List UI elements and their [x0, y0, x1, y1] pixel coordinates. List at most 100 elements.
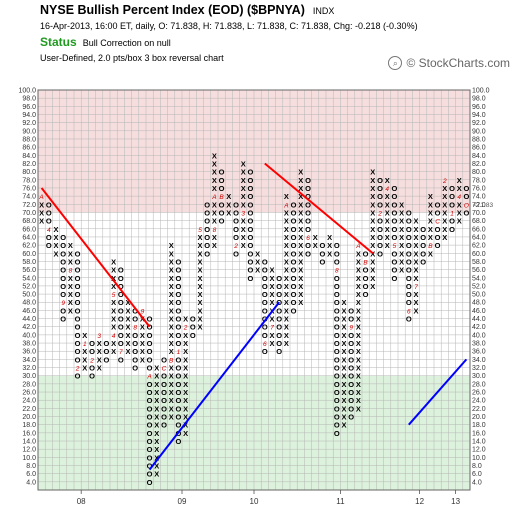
y-tick-label-right: 46.0: [472, 308, 486, 315]
o-box: O: [190, 331, 196, 340]
x-box: X: [385, 233, 390, 242]
o-box: O: [262, 282, 268, 291]
x-box: X: [154, 429, 159, 438]
y-tick-label-left: 56.0: [22, 267, 36, 274]
o-box: O: [406, 208, 412, 217]
y-tick-label-right: 82.0: [472, 161, 486, 168]
o-box: O: [118, 331, 124, 340]
x-box: X: [140, 339, 145, 348]
x-box: X: [183, 364, 188, 373]
x-box: X: [385, 217, 390, 226]
month-marker: 7: [414, 284, 418, 291]
o-box: O: [60, 241, 66, 250]
o-box: O: [319, 241, 325, 250]
o-box: O: [247, 192, 253, 201]
o-box: O: [291, 217, 297, 226]
o-box: O: [103, 339, 109, 348]
x-box: X: [442, 217, 447, 226]
o-box: O: [147, 429, 153, 438]
y-tick-label-right: 70.0: [472, 210, 486, 217]
o-box: O: [175, 257, 181, 266]
x-box: X: [298, 257, 303, 266]
o-box: O: [60, 274, 66, 283]
x-box: X: [212, 176, 217, 185]
month-marker: 8: [133, 325, 137, 332]
y-tick-label-right: 84.0: [472, 153, 486, 160]
x-box: X: [413, 225, 418, 234]
o-box: O: [132, 339, 138, 348]
x-box: X: [341, 404, 346, 413]
x-box: X: [169, 241, 174, 250]
pnf-column: XXX: [255, 249, 260, 274]
o-box: O: [363, 249, 369, 258]
month-marker: B: [428, 243, 433, 250]
o-box: O: [334, 282, 340, 291]
o-box: O: [319, 257, 325, 266]
y-tick-label-left: 50.0: [22, 292, 36, 299]
x-box: X: [327, 249, 332, 258]
x-box: X: [370, 200, 375, 209]
y-tick-label-left: 8.0: [26, 463, 36, 470]
o-box: O: [334, 257, 340, 266]
x-box: X: [385, 200, 390, 209]
o-box: O: [449, 217, 455, 226]
y-tick-label-left: 42.0: [22, 324, 36, 331]
bullish-trendline: [148, 301, 280, 471]
x-box: X: [370, 176, 375, 185]
y-tick-label-right: 64.0: [472, 234, 486, 241]
brand[interactable]: ⌕ © StockCharts.com: [388, 56, 510, 70]
pnf-column: XXX: [327, 233, 332, 258]
o-box: O: [262, 257, 268, 266]
y-tick-label-right: 74.0: [472, 194, 486, 201]
o-box: O: [319, 249, 325, 258]
o-box: O: [147, 364, 153, 373]
o-box: O: [247, 176, 253, 185]
x-box: X: [111, 298, 116, 307]
month-marker: 2: [233, 243, 238, 250]
o-box: O: [334, 380, 340, 389]
o-box: O: [247, 225, 253, 234]
x-box: X: [413, 298, 418, 307]
x-box: X: [197, 241, 202, 250]
x-box: X: [298, 282, 303, 291]
x-box: X: [298, 266, 303, 275]
x-box: X: [298, 274, 303, 283]
y-tick-label-right: 42.0: [472, 324, 486, 331]
y-tick-label-right: 18.0: [472, 422, 486, 429]
y-tick-label-right: 90.0: [472, 128, 486, 135]
o-box: O: [219, 176, 225, 185]
o-box: O: [46, 217, 52, 226]
o-box: O: [219, 208, 225, 217]
y-tick-label-right: 76.0: [472, 185, 486, 192]
x-box: X: [284, 257, 289, 266]
x-box: X: [183, 429, 188, 438]
x-box: X: [140, 355, 145, 364]
x-box: X: [212, 159, 217, 168]
o-box: O: [60, 266, 66, 275]
o-box: O: [247, 168, 253, 177]
x-box: X: [125, 347, 130, 356]
month-marker: 4: [112, 333, 116, 340]
x-box: X: [97, 355, 102, 364]
o-box: O: [435, 200, 441, 209]
o-box: O: [377, 192, 383, 201]
x-tick-label: 11: [336, 497, 345, 506]
x-box: X: [341, 380, 346, 389]
o-box: O: [118, 282, 124, 291]
o-box: O: [147, 413, 153, 422]
x-box: X: [183, 388, 188, 397]
o-box: O: [161, 380, 167, 389]
o-box: O: [348, 347, 354, 356]
y-tick-label-right: 50.0: [472, 292, 486, 299]
y-tick-label-left: 44.0: [22, 316, 36, 323]
x-box: X: [183, 347, 188, 356]
x-box: X: [197, 323, 202, 332]
x-box: X: [356, 266, 361, 275]
o-box: O: [391, 208, 397, 217]
